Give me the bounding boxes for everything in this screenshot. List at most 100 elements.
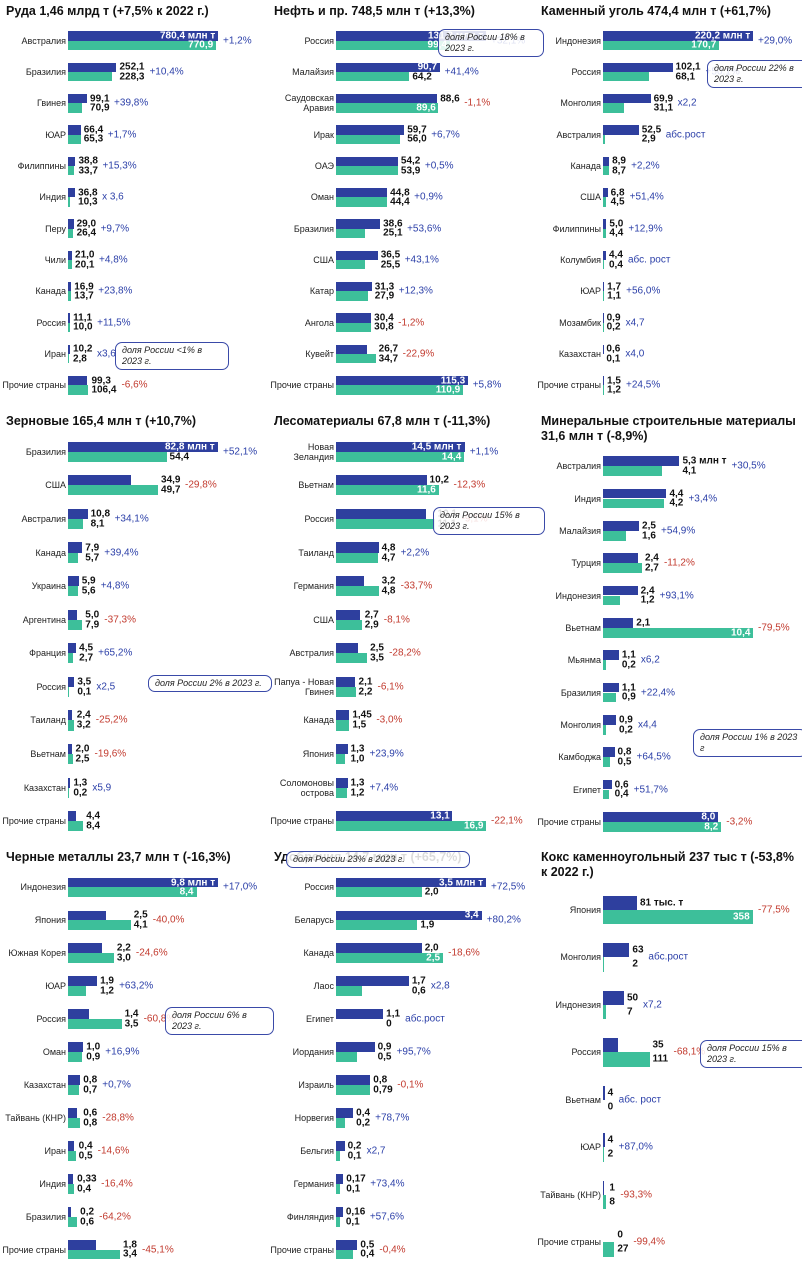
value-label: 53,9 bbox=[400, 165, 421, 177]
bar bbox=[68, 1249, 121, 1260]
bar bbox=[336, 485, 439, 496]
value-label: 3,5 bbox=[124, 1018, 139, 1030]
bar bbox=[68, 710, 73, 721]
change-label: +64,5% bbox=[636, 751, 671, 763]
value-label: 5,0 bbox=[609, 218, 624, 230]
chart-title: Лесоматериалы 67,8 млн т (-11,3%) bbox=[274, 414, 491, 428]
bar bbox=[336, 1117, 345, 1128]
change-label: +51,4% bbox=[629, 191, 664, 203]
category-label: Иран bbox=[44, 349, 66, 359]
bar bbox=[336, 291, 368, 301]
value-label: 36,8 bbox=[78, 187, 98, 199]
bar bbox=[603, 156, 610, 166]
bar bbox=[68, 219, 74, 229]
category-label: Камбоджа bbox=[558, 752, 601, 763]
value-label: 0,1 bbox=[77, 686, 92, 698]
value-label: 4,4 bbox=[608, 249, 623, 261]
change-label: x2,8 bbox=[430, 980, 450, 992]
bar bbox=[336, 619, 362, 630]
bar bbox=[603, 553, 638, 564]
category-label: Россия bbox=[304, 513, 334, 524]
category-label: США bbox=[313, 614, 334, 625]
bar bbox=[68, 31, 218, 41]
value-label: 0,8 bbox=[373, 1074, 388, 1086]
bar bbox=[68, 976, 98, 987]
change-label: -45,1% bbox=[142, 1244, 174, 1256]
change-label: +24,5% bbox=[626, 379, 661, 391]
change-label: -99,4% bbox=[633, 1236, 665, 1248]
value-label: 770,9 bbox=[188, 39, 214, 51]
category-label: Австралия bbox=[289, 648, 334, 659]
category-label: Бразилия bbox=[293, 223, 334, 234]
value-label: 4,1 bbox=[682, 465, 697, 477]
value-label: 0,9 bbox=[86, 1051, 101, 1063]
bar bbox=[336, 31, 486, 41]
value-label: 20,1 bbox=[75, 259, 95, 271]
category-label: Индонезия bbox=[555, 35, 601, 46]
change-label: -1,1% bbox=[464, 97, 491, 109]
change-label: -77,5% bbox=[758, 904, 790, 916]
bar bbox=[68, 676, 75, 687]
bar bbox=[603, 134, 605, 145]
category-label: Беларусь bbox=[294, 915, 334, 926]
change-label: +51,7% bbox=[633, 784, 668, 795]
value-label: 110,9 bbox=[435, 384, 461, 396]
value-label: 2,0 bbox=[424, 942, 439, 954]
bar bbox=[603, 250, 606, 260]
category-label: Таиланд bbox=[30, 715, 66, 726]
value-label: 2,5 bbox=[642, 520, 656, 532]
change-label: +9,7% bbox=[100, 223, 130, 235]
value-label: 0,4 bbox=[614, 788, 629, 800]
value-label: 0 bbox=[617, 1229, 623, 1241]
value-label: 111 bbox=[652, 1053, 669, 1065]
change-label: +11,5% bbox=[97, 317, 131, 329]
value-label: 7,9 bbox=[85, 542, 100, 553]
bar bbox=[603, 1004, 606, 1019]
value-label: 0,5 bbox=[617, 756, 632, 768]
chart-title: Нефть и пр. 748,5 млн т (+13,3%) bbox=[274, 4, 475, 18]
change-label: -3,2% bbox=[726, 816, 753, 828]
category-label: Саудовская Аравия bbox=[284, 93, 334, 114]
bar bbox=[68, 354, 69, 364]
bar bbox=[68, 313, 71, 323]
note-box: доля России 22% в 2023 г. bbox=[707, 60, 802, 88]
category-label: Индия bbox=[39, 1178, 66, 1189]
bar bbox=[603, 1242, 615, 1257]
category-label: Россия bbox=[36, 681, 66, 692]
value-label: 5,9 bbox=[81, 575, 96, 587]
bar bbox=[68, 187, 76, 198]
category-label: Израиль bbox=[298, 1079, 334, 1090]
category-label: Мозамбик bbox=[559, 317, 601, 328]
value-label: 2,4 bbox=[640, 585, 655, 597]
value-label: 8 bbox=[609, 1196, 615, 1208]
value-label: 70,9 bbox=[90, 102, 110, 114]
value-label: 1,45 bbox=[352, 709, 372, 721]
category-label: Бразилия bbox=[25, 67, 66, 77]
category-label: Россия bbox=[571, 1047, 601, 1058]
value-label: 1,5 bbox=[352, 719, 367, 731]
bar bbox=[68, 811, 76, 822]
value-label: 38,6 bbox=[383, 218, 403, 230]
bar bbox=[603, 715, 616, 725]
bar bbox=[68, 103, 82, 113]
chart-panel: Нефть и пр. 748,5 млн т (+13,3%)Россия13… bbox=[268, 0, 544, 405]
value-label: 0,2 bbox=[73, 787, 88, 799]
bar bbox=[336, 1009, 384, 1020]
category-label: Прочие страны bbox=[270, 816, 334, 827]
bar bbox=[68, 720, 74, 731]
change-label: x2,2 bbox=[677, 97, 697, 109]
bar bbox=[68, 485, 159, 496]
category-label: Прочие страны bbox=[537, 380, 601, 391]
bar bbox=[68, 260, 72, 270]
value-label: 2,9 bbox=[364, 619, 379, 631]
value-label: 3,4 bbox=[464, 909, 479, 921]
bar bbox=[68, 281, 72, 292]
bar bbox=[336, 1183, 341, 1194]
value-label: 14,5 млн т bbox=[411, 441, 462, 453]
bar bbox=[603, 585, 638, 596]
bar bbox=[68, 619, 83, 630]
value-label: 4,8 bbox=[381, 542, 396, 553]
bar bbox=[68, 1052, 82, 1062]
change-label: +2,2% bbox=[631, 160, 660, 172]
value-label: 4,7 bbox=[381, 552, 396, 564]
